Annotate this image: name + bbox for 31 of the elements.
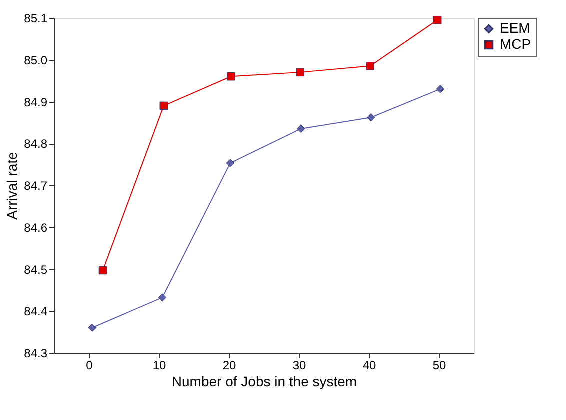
y-tick-label: 85.1 [24,12,48,26]
x-axis-title: Number of Jobs in the system [172,374,358,390]
point [88,324,97,332]
y-tick-label: 84.9 [24,95,48,110]
y-axis-title: Arrival rate [4,152,20,220]
y-tick-label: 84.3 [24,346,48,360]
point [226,72,236,81]
x-tick-label: 10 [152,358,166,372]
y-tick-label: 84.4 [24,304,48,319]
y-tick-label: 84.5 [24,262,48,277]
point [98,266,108,275]
point [160,102,168,110]
x-tick-label: 30 [292,358,306,372]
y-tick-label: 84.6 [24,220,48,235]
x-tick-label: 40 [362,358,376,372]
y-tick-label: 85.0 [24,53,48,68]
x-tick-label: 50 [432,358,446,372]
y-tick-label: 84.7 [24,179,48,193]
legend-label: MCP [500,36,532,52]
point [366,62,375,70]
point [296,68,305,77]
point [366,114,376,122]
point [436,85,445,94]
point [226,159,235,168]
point [158,294,167,302]
x-tick-label: 0 [86,358,94,372]
x-tick-label: 20 [222,358,236,372]
point [296,124,306,134]
legend-label: EEM [500,20,530,36]
point [433,16,442,24]
y-tick-label: 84.8 [24,137,48,152]
